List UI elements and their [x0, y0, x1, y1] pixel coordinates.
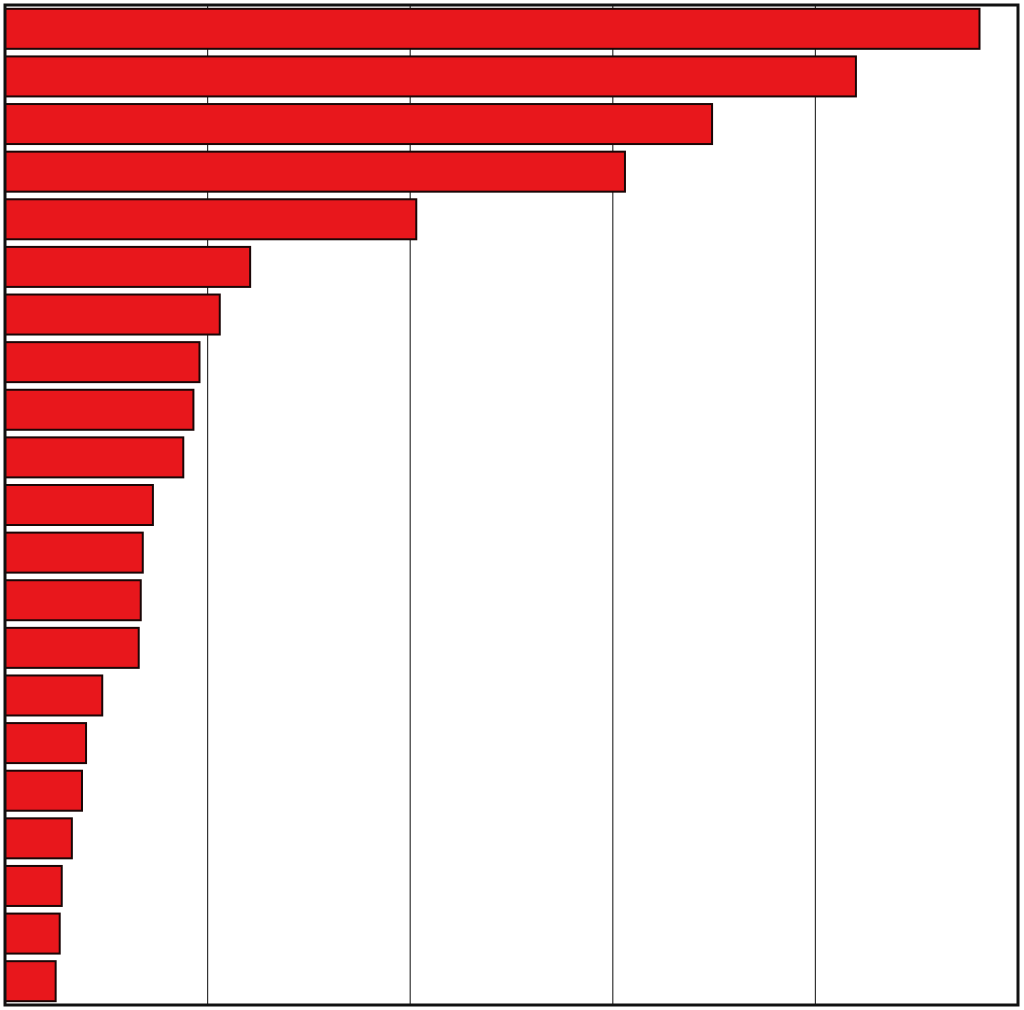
bars: [4, 7, 981, 1003]
bar: [4, 55, 857, 98]
bar: [4, 388, 195, 431]
bar: [4, 7, 981, 50]
bar: [4, 674, 104, 717]
bar: [4, 769, 83, 812]
bar: [4, 579, 142, 622]
plot-frame: [3, 3, 1020, 1007]
bar: [4, 198, 418, 241]
bar: [4, 626, 140, 669]
bar: [4, 722, 88, 765]
bar: [4, 531, 144, 574]
bar: [4, 864, 63, 907]
bar: [4, 341, 201, 384]
bar: [4, 484, 154, 526]
bar: [4, 103, 714, 146]
bar: [4, 150, 626, 193]
bar: [4, 245, 252, 288]
bar: [4, 912, 61, 955]
bar: [4, 960, 57, 1003]
bar: [4, 817, 73, 860]
bar: [4, 436, 185, 479]
bar: [4, 293, 221, 336]
